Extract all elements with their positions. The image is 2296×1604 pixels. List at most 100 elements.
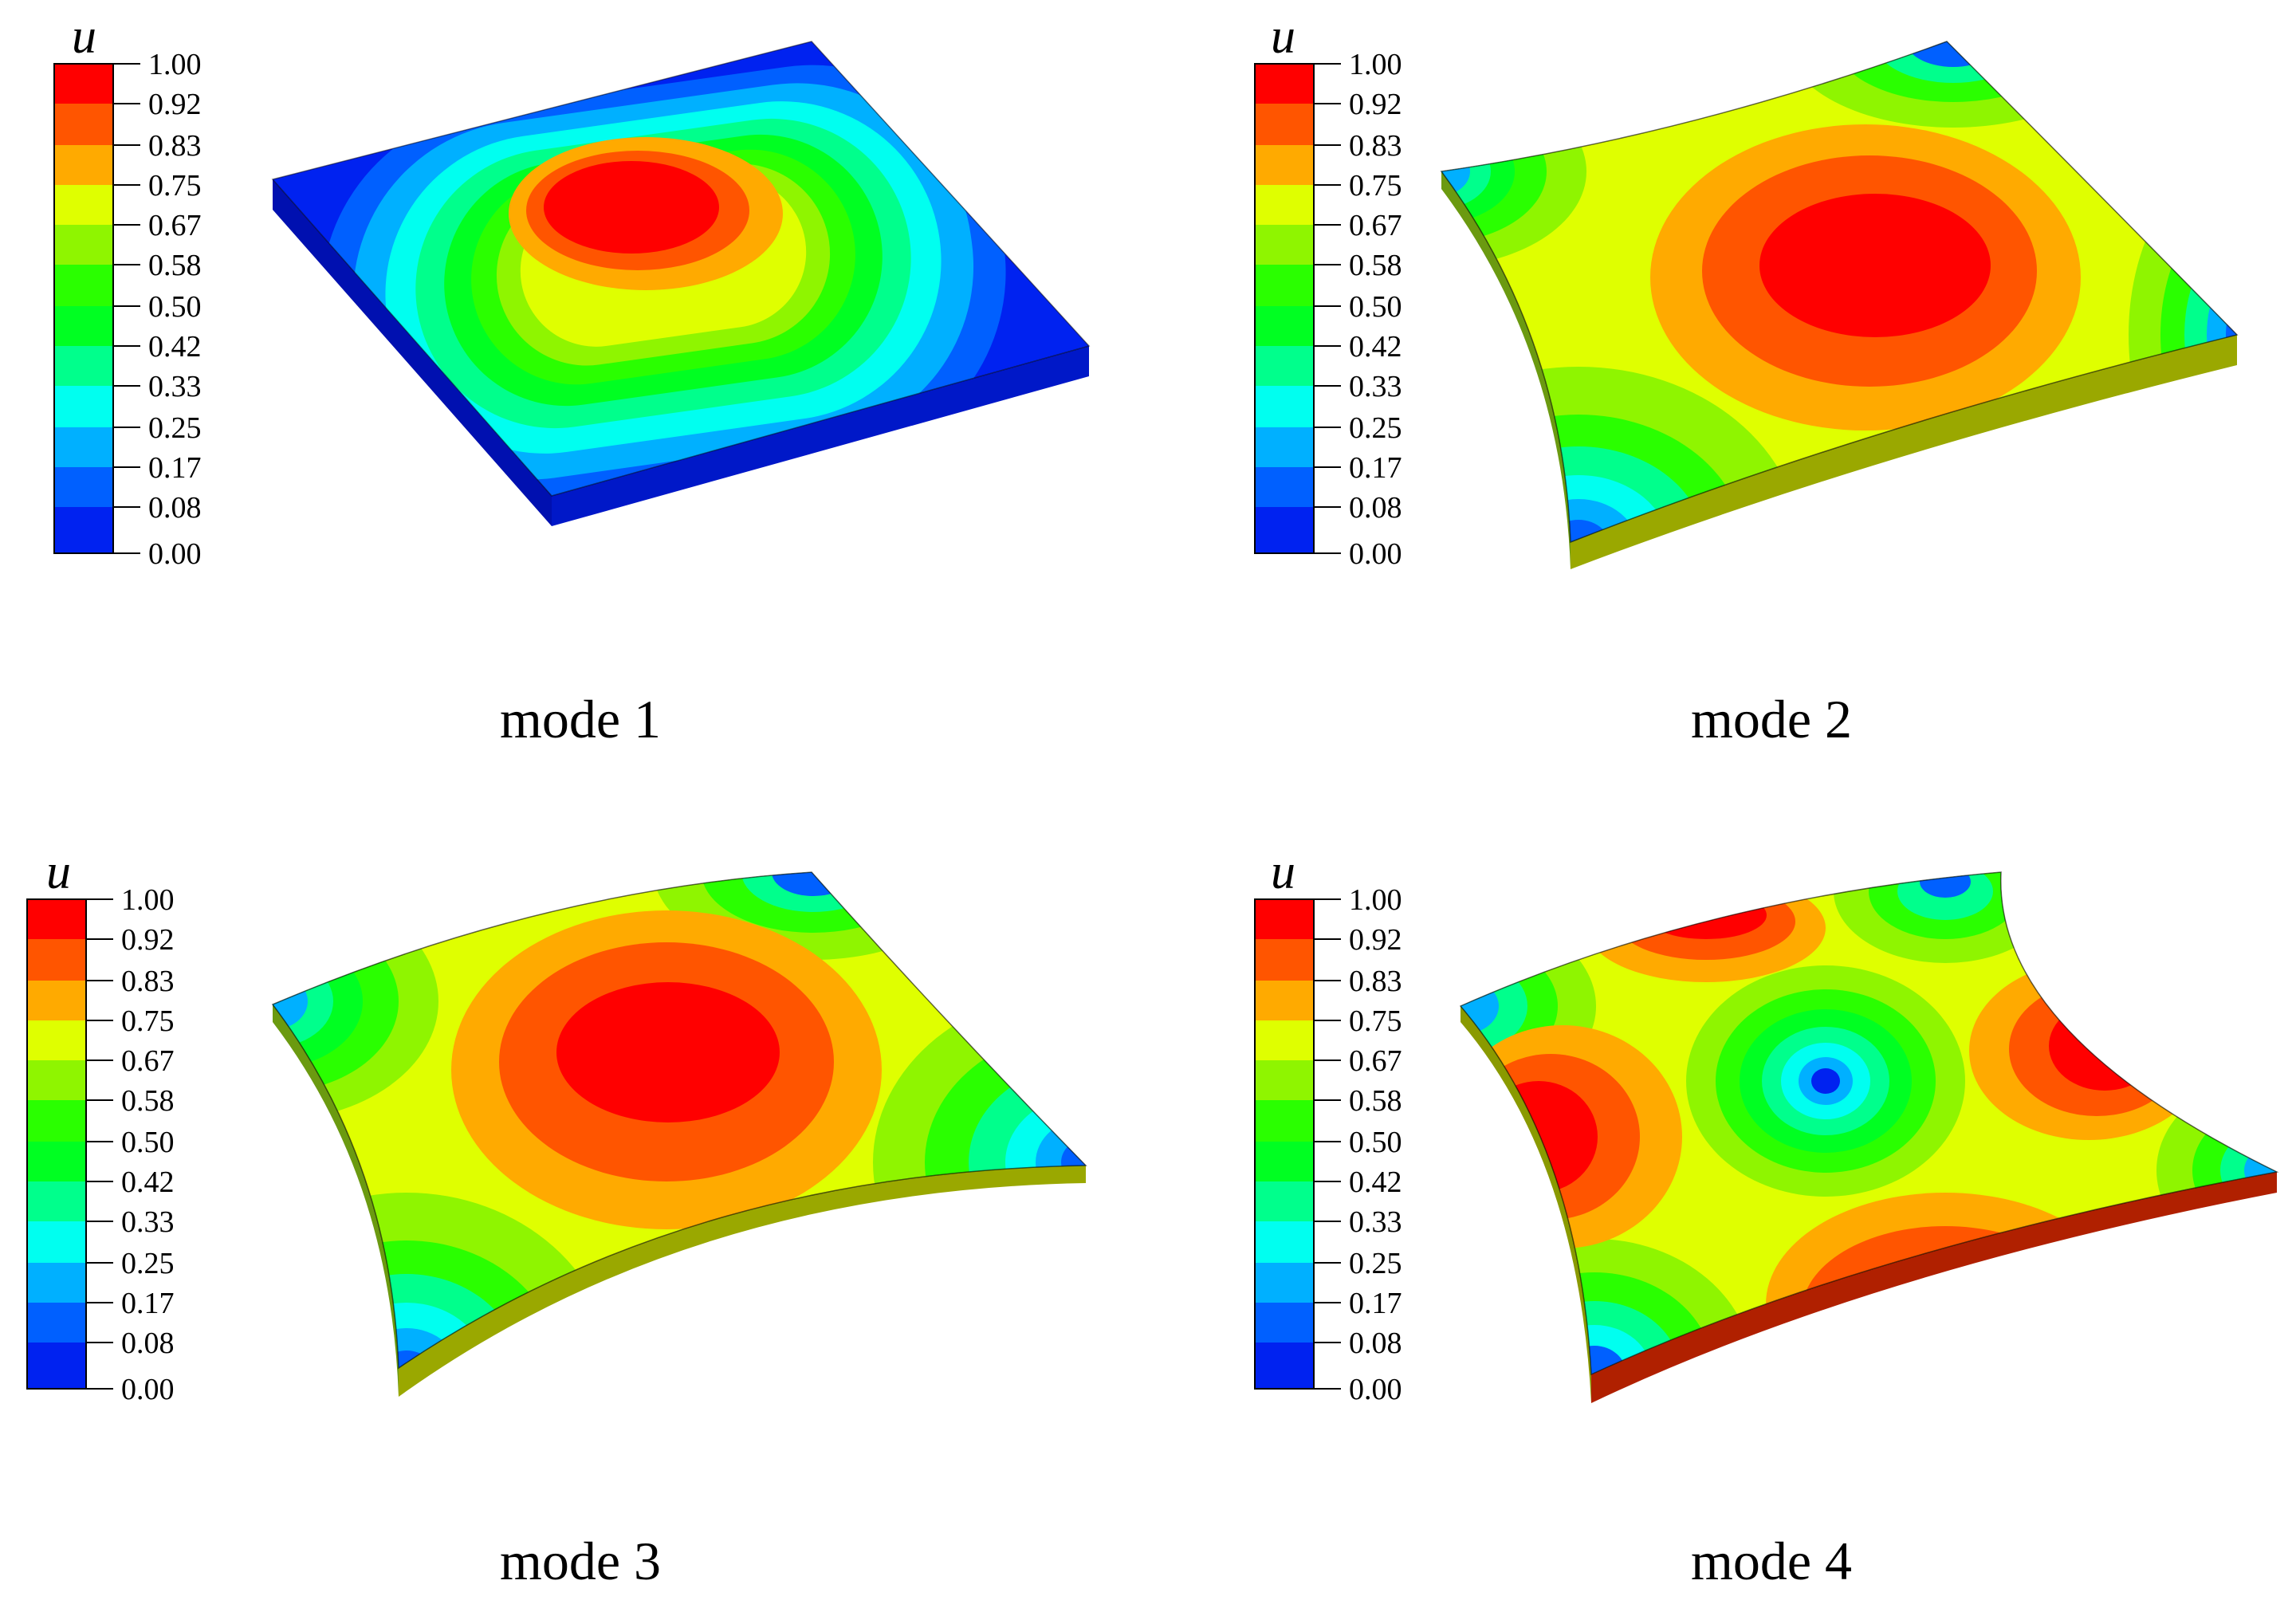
mode-1-plate (271, 41, 1091, 526)
plate-side-face (1571, 335, 2237, 569)
colorbar-swatch (27, 1221, 86, 1263)
colorbar-swatch (1255, 64, 1314, 104)
contour-band (1811, 1068, 1840, 1094)
colorbar-swatch (27, 1142, 86, 1181)
colorbar-swatch (27, 1263, 86, 1303)
contour-band (2184, 231, 2237, 438)
mode-4-plate (1459, 871, 2279, 1403)
colorbar-tick-label: 0.17 (148, 451, 202, 485)
colorbar-swatch (1255, 1263, 1314, 1303)
mode-4-panel: u 1.00 0.92 0.83 0.75 0.67 0.58 0.50 0.4… (1148, 802, 2296, 1604)
colorbar-swatch (27, 1303, 86, 1343)
colorbar-tick-label: 0.83 (121, 965, 175, 998)
colorbar-mode-3: u 1.00 0.92 0.83 0.75 0.67 0.58 0.50 0.4… (26, 845, 175, 1406)
colorbar-swatch (1255, 306, 1314, 346)
mode-4-caption: mode 4 (1690, 1531, 1853, 1591)
colorbar-tick-label: 0.33 (1349, 370, 1402, 403)
colorbar-swatch (1255, 1142, 1314, 1181)
colorbar-tick-label: 0.17 (1349, 1287, 1402, 1320)
colorbar-swatch (27, 939, 86, 981)
contour-band (273, 973, 308, 1030)
colorbar-swatch (27, 1181, 86, 1221)
colorbar-tick-label: 0.50 (1349, 290, 1402, 324)
colorbar-mode-1: u 1.00 0.92 0.83 0.75 0.67 0.58 0.50 0.4… (53, 10, 202, 571)
colorbar-swatch (1255, 265, 1314, 306)
contour-band (1920, 872, 1971, 898)
colorbar-symbol: u (1271, 845, 1295, 899)
colorbar-swatch (27, 1060, 86, 1100)
contour-band (702, 872, 925, 933)
colorbar-tick-label: 0.58 (148, 249, 202, 282)
colorbar-swatch (1255, 1100, 1314, 1142)
colorbar-tick-label: 0.50 (1349, 1126, 1402, 1159)
colorbar-symbol: u (46, 845, 71, 899)
mode-4-contour-field (1461, 872, 2277, 1374)
colorbar-tick-label: 0.75 (148, 169, 202, 202)
contour-band (1441, 146, 1470, 197)
peak-region (1645, 891, 1767, 939)
colorbar-swatch (54, 386, 113, 427)
colorbar-tick-label: 0.33 (148, 370, 202, 403)
colorbar-tick-label: 0.25 (148, 411, 202, 445)
colorbar-swatch (1255, 1343, 1314, 1389)
mode-1-caption: mode 1 (499, 689, 662, 749)
plate-side-face (552, 346, 1089, 526)
colorbar-tick-label: 0.92 (148, 88, 202, 121)
colorbar-tick-label: 0.00 (121, 1373, 175, 1406)
colorbar-tick-label: 0.92 (1349, 88, 1402, 121)
colorbar-tick-label: 0.50 (121, 1126, 175, 1159)
colorbar-tick-label: 0.08 (121, 1327, 175, 1360)
contour-band (2207, 263, 2237, 407)
peak-region (2049, 1001, 2160, 1091)
colorbar-swatch (1255, 104, 1314, 145)
contour-band (1873, 41, 2033, 83)
mode-2-panel: u 1.00 0.92 0.83 0.75 0.67 0.58 0.50 0.4… (1148, 0, 2296, 802)
colorbar-tick-label: 0.42 (148, 330, 202, 364)
peak-region (556, 982, 780, 1122)
colorbar-swatch (1255, 1020, 1314, 1060)
contour-band (1036, 1118, 1086, 1207)
colorbar-tick-label: 0.92 (1349, 923, 1402, 957)
mode-3-graphic: u 1.00 0.92 0.83 0.75 0.67 0.58 0.50 0.4… (26, 845, 1087, 1406)
colorbar-swatch (1255, 1060, 1314, 1100)
colorbar-tick-label: 0.17 (1349, 451, 1402, 485)
colorbar-swatch (27, 1020, 86, 1060)
colorbar-tick-label: 0.08 (1349, 491, 1402, 525)
colorbar-tick-label: 0.00 (148, 537, 202, 571)
colorbar-tick-label: 0.75 (121, 1004, 175, 1038)
colorbar-outline (53, 63, 114, 554)
plate-outline (1440, 41, 2239, 544)
mode-3-plate (271, 871, 1087, 1397)
colorbar-swatch (54, 467, 113, 507)
mode-2-caption: mode 2 (1690, 689, 1853, 749)
colorbar-tick-label: 0.75 (1349, 169, 1402, 202)
contour-band (741, 872, 885, 912)
mode-4-graphic: u 1.00 0.92 0.83 0.75 0.67 0.58 0.50 0.4… (1254, 845, 2279, 1406)
colorbar-swatch (1255, 427, 1314, 467)
colorbar-tick-label: 0.83 (1349, 129, 1402, 163)
peak-region (544, 161, 719, 254)
colorbar-swatch (54, 64, 113, 104)
plate-outline (271, 41, 1091, 497)
colorbar-swatch (1255, 899, 1314, 939)
colorbar-mode-4: u 1.00 0.92 0.83 0.75 0.67 0.58 0.50 0.4… (1254, 845, 1402, 1406)
colorbar-swatch (27, 899, 86, 939)
mode-2-plate (1440, 41, 2239, 569)
colorbar-swatch (1255, 939, 1314, 981)
colorbar-swatch (1255, 981, 1314, 1020)
colorbar-tick-label: 0.25 (1349, 411, 1402, 445)
colorbar-tick-label: 0.42 (1349, 330, 1402, 364)
contour-band (772, 872, 855, 896)
colorbar-tick-label: 0.75 (1349, 1004, 1402, 1038)
colorbar-swatch (27, 1100, 86, 1142)
colorbar-tick-label: 0.92 (121, 923, 175, 957)
colorbar-tick-label: 1.00 (121, 883, 175, 917)
colorbar-tick-label: 0.67 (1349, 209, 1402, 242)
colorbar-swatch (27, 1343, 86, 1389)
mode-1-panel: u 1.00 0.92 0.83 0.75 0.67 0.58 0.50 0.4… (0, 0, 1148, 802)
colorbar-swatch (54, 225, 113, 265)
colorbar-tick-label: 0.00 (1349, 1373, 1402, 1406)
plate-outline (1459, 871, 2279, 1376)
colorbar-outline (26, 898, 87, 1390)
